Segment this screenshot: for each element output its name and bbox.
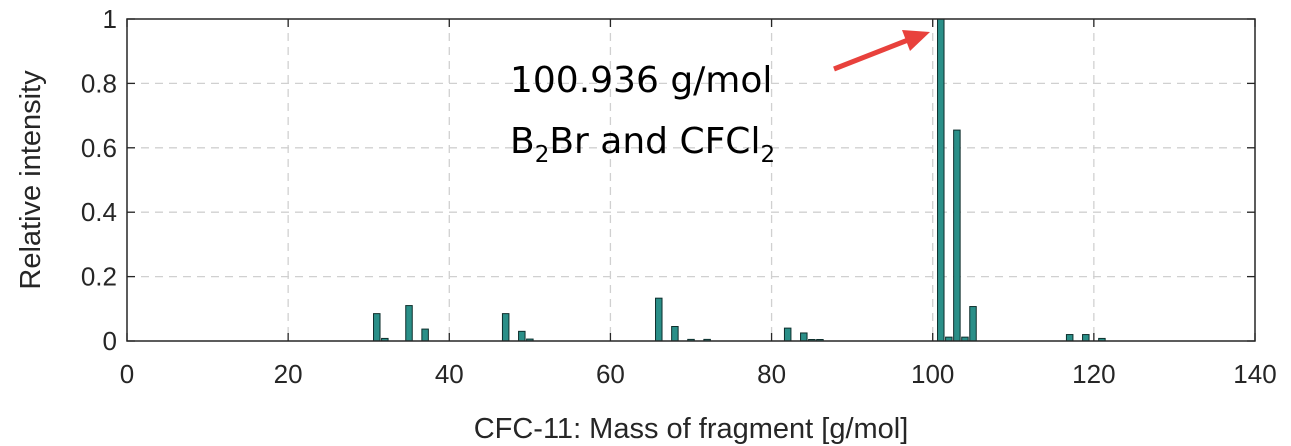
y-tick-label: 0.4 [81, 197, 117, 227]
bar [671, 326, 679, 342]
plot-area [127, 19, 1255, 341]
bar [783, 327, 792, 342]
bar [1065, 334, 1074, 342]
y-tick-label: 0 [103, 326, 117, 356]
annotation: 100.936 g/mol B2Br and CFCl2 [510, 30, 930, 168]
x-tick-labels: 0 20 40 60 80 100 120 140 [120, 359, 1277, 389]
x-axis-label: CFC-11: Mass of fragment [g/mol] [474, 413, 909, 445]
y-axis-label: Relative intensity [15, 70, 47, 290]
y-tick-label: 0.2 [81, 262, 117, 292]
bar [953, 129, 961, 342]
annotation-sub-1: 2 [535, 142, 550, 168]
x-tick-label: 100 [911, 359, 954, 389]
bar [800, 332, 808, 342]
bar [373, 313, 381, 342]
bar [405, 305, 413, 342]
x-tick-label: 80 [757, 359, 786, 389]
annotation-line-1: 100.936 g/mol [510, 60, 772, 101]
y-tick-label: 0.8 [81, 68, 117, 98]
annotation-sub-2: 2 [760, 142, 775, 168]
annotation-arrow-line [833, 37, 909, 72]
x-tick-label: 20 [274, 359, 303, 389]
grid-lines [127, 19, 1255, 341]
axis-ticks [126, 18, 1256, 342]
bar [421, 328, 429, 342]
bar [937, 18, 945, 342]
y-tick-label: 0.6 [81, 133, 117, 163]
bar [1082, 334, 1090, 342]
annotation-b: B [510, 121, 535, 162]
x-tick-label: 140 [1233, 359, 1276, 389]
annotation-arrow-head [902, 30, 930, 51]
annotation-mid: Br and CFCl [549, 121, 760, 162]
x-tick-label: 120 [1072, 359, 1115, 389]
x-tick-label: 0 [120, 359, 134, 389]
y-tick-labels: 0 0.2 0.4 0.6 0.8 1 [81, 4, 117, 356]
x-tick-label: 60 [596, 359, 625, 389]
plot-frame [126, 18, 1256, 342]
bar [969, 306, 977, 342]
annotation-line-2: B2Br and CFCl2 [510, 121, 775, 168]
bar [655, 297, 663, 342]
x-tick-label: 40 [435, 359, 464, 389]
bar [501, 313, 510, 342]
bar [518, 330, 526, 342]
y-tick-label: 1 [103, 4, 117, 34]
